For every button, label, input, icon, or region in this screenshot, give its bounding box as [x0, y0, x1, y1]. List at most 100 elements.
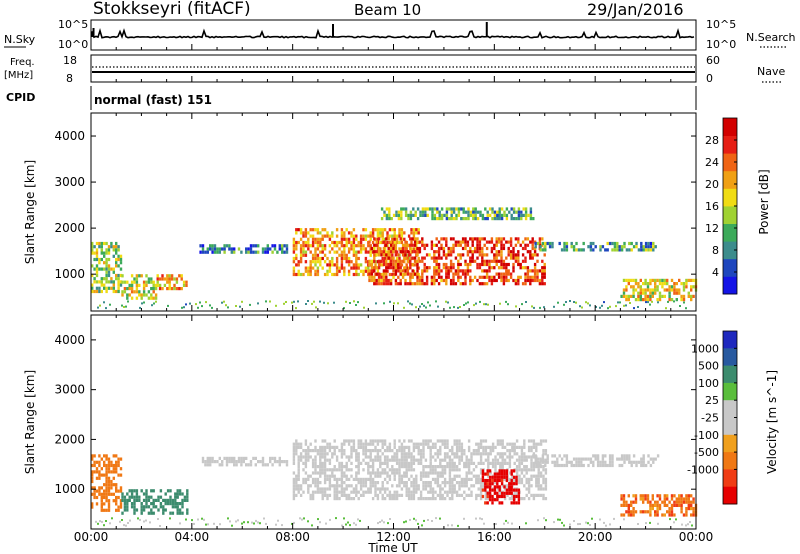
echo-cell [376, 487, 380, 491]
echo-cell [386, 445, 389, 449]
echo-cell [395, 210, 398, 214]
echo-cell [292, 487, 296, 491]
echo-cell [359, 269, 363, 273]
echo-cell [140, 511, 143, 515]
echo-cell [211, 460, 214, 464]
echo-cell [110, 241, 113, 246]
echo-cell [100, 241, 103, 246]
echo-cell [658, 294, 662, 298]
echo-cell [464, 237, 467, 241]
echo-cell [147, 495, 151, 499]
echo-cell [433, 272, 436, 276]
echo-cell [439, 449, 442, 453]
echo-cell [465, 481, 468, 485]
echo-cell [323, 481, 327, 485]
echo-cell [317, 518, 319, 521]
echo-cell [404, 213, 408, 217]
echo-cell [240, 456, 243, 460]
echo-cell [168, 287, 171, 291]
echo-cell [400, 458, 404, 462]
echo-cell [388, 442, 392, 446]
echo-cell [377, 253, 381, 257]
echo-cell [439, 452, 442, 456]
echo-cell [375, 302, 377, 305]
echo-cell [399, 250, 402, 254]
echo-cell [376, 231, 380, 235]
echo-cell [393, 228, 396, 232]
echo-cell [128, 489, 131, 493]
echo-cell [692, 513, 695, 517]
echo-cell [452, 217, 456, 221]
echo-cell [206, 456, 209, 460]
freq-tick-left-top: 18 [63, 54, 77, 67]
echo-cell [169, 511, 172, 515]
echo-cell [331, 247, 334, 251]
echo-cell [173, 277, 176, 281]
echo-cell [497, 250, 501, 254]
echo-cell [450, 213, 453, 217]
echo-cell [632, 285, 635, 289]
echo-cell [379, 439, 382, 443]
echo-cell [532, 217, 535, 221]
echo-cell [386, 465, 389, 469]
echo-cell [505, 266, 508, 270]
echo-cell [525, 487, 528, 491]
echo-cell [371, 240, 375, 245]
echo-cell [362, 244, 365, 248]
echo-cell [560, 463, 564, 468]
echo-cell [644, 497, 647, 501]
echo-cell [441, 465, 444, 469]
echo-cell [313, 300, 315, 303]
echo-cell [135, 277, 139, 281]
echo-cell [441, 487, 444, 491]
echo-cell [422, 445, 425, 449]
echo-cell [105, 307, 107, 310]
echo-cell [371, 449, 375, 453]
echo-cell [307, 477, 310, 481]
echo-cell [331, 452, 334, 456]
echo-cell [321, 256, 324, 261]
freq-unit-label: [MHz] [4, 70, 33, 81]
echo-cell [464, 282, 467, 286]
echo-cell [439, 493, 442, 497]
echo-cell [594, 245, 597, 249]
echo-cell [465, 455, 468, 459]
echo-cell [340, 471, 344, 475]
echo-cell [364, 442, 368, 446]
echo-cell [419, 455, 423, 459]
echo-cell [563, 248, 566, 252]
y-tick-label: 2000 [54, 432, 85, 446]
echo-cell [359, 519, 361, 522]
echo-cell [422, 442, 425, 446]
echo-cell [452, 237, 455, 241]
echo-cell [343, 452, 346, 456]
echo-cell [95, 264, 99, 268]
echo-cell [314, 477, 317, 481]
echo-cell [400, 474, 404, 478]
echo-cell [319, 474, 322, 478]
echo-cell [93, 463, 96, 468]
echo-cell [433, 266, 436, 270]
echo-cell [121, 280, 124, 284]
echo-cell [508, 452, 512, 456]
echo-cell [527, 497, 531, 501]
echo-cell [381, 519, 383, 522]
echo-cell [112, 454, 115, 458]
echo-cell [577, 463, 581, 468]
echo-cell [392, 213, 396, 217]
echo-cell [570, 463, 573, 468]
echo-cell [476, 240, 479, 244]
echo-cell [500, 501, 504, 505]
echo-cell [147, 296, 151, 300]
echo-cell [379, 474, 382, 478]
echo-cell [464, 246, 467, 251]
echo-cell [392, 269, 395, 273]
echo-cell [502, 237, 506, 241]
echo-cell [319, 458, 322, 462]
echo-cell [170, 277, 174, 281]
echo-cell [379, 465, 382, 469]
echo-cell [658, 298, 662, 302]
echo-cell [400, 217, 403, 221]
echo-cell [484, 482, 487, 486]
echo-cell [517, 491, 521, 495]
